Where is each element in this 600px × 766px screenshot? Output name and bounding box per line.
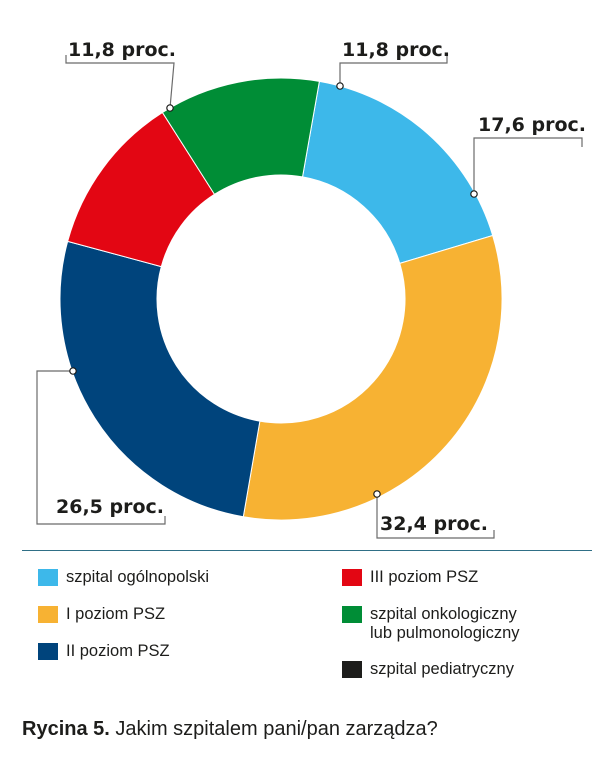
legend-item-szpital-onkologiczny: szpital onkologiczny lub pulmonologiczny [342,605,520,643]
slice-1 [242,234,503,521]
callout-dot-3 [166,104,174,112]
legend-label: II poziom PSZ [66,642,170,660]
callout-line-1 [376,494,495,539]
legend-label: szpital ogólnopolski [66,568,210,586]
legend-swatch [38,569,58,586]
callouts: 17,6 proc. 32,4 proc. 26,5 proc. 11,8 proc.… [36,39,586,539]
callout-dot-4 [336,82,344,90]
figure-caption: Rycina 5. Jakim szpitalem pani/pan zarzą… [22,718,438,741]
slice-4 [161,77,320,196]
legend-item-iii-poziom-psz: III poziom PSZ [342,568,478,587]
callout-line-2 [36,370,166,525]
legend-swatch [38,643,58,660]
legend-swatch [342,569,362,586]
legend-swatch [342,661,362,678]
data-label-4: 11,8 proc. [342,39,450,61]
slice-0 [301,80,494,264]
legend: szpital ogólnopolski III poziom PSZ I po… [0,568,600,688]
data-label-3: 11,8 proc. [68,39,176,61]
data-label-2: 26,5 proc. [56,496,164,518]
legend-divider [22,550,592,551]
caption-text: Jakim szpitalem pani/pan zarządza? [109,718,438,740]
callout-line-3 [65,55,175,109]
legend-item-szpital-ogolnopolski: szpital ogólnopolski [38,568,209,587]
legend-swatch [342,606,362,623]
legend-item-i-poziom-psz: I poziom PSZ [38,605,165,624]
legend-label: I poziom PSZ [66,605,166,623]
slice-2 [59,240,261,518]
donut-slices [59,77,503,521]
caption-prefix: Rycina 5. [22,718,110,740]
legend-label: szpital pediatryczny [370,660,514,678]
data-label-1: 32,4 proc. [380,513,488,535]
callout-line-0 [473,137,583,194]
legend-label: III poziom PSZ [370,568,479,586]
callout-dot-2 [69,367,77,375]
donut-chart: 17,6 proc. 32,4 proc. 26,5 proc. 11,8 proc.… [36,39,586,539]
callout-dot-0 [470,190,478,198]
legend-label: szpital onkologiczny lub pulmonologiczny [370,605,520,642]
data-label-0: 17,6 proc. [478,114,586,136]
legend-item-ii-poziom-psz: II poziom PSZ [38,642,170,661]
callout-line-4 [339,55,448,86]
callout-dot-1 [373,490,381,498]
legend-item-szpital-pediatryczny: szpital pediatryczny [342,660,514,679]
legend-swatch [38,606,58,623]
